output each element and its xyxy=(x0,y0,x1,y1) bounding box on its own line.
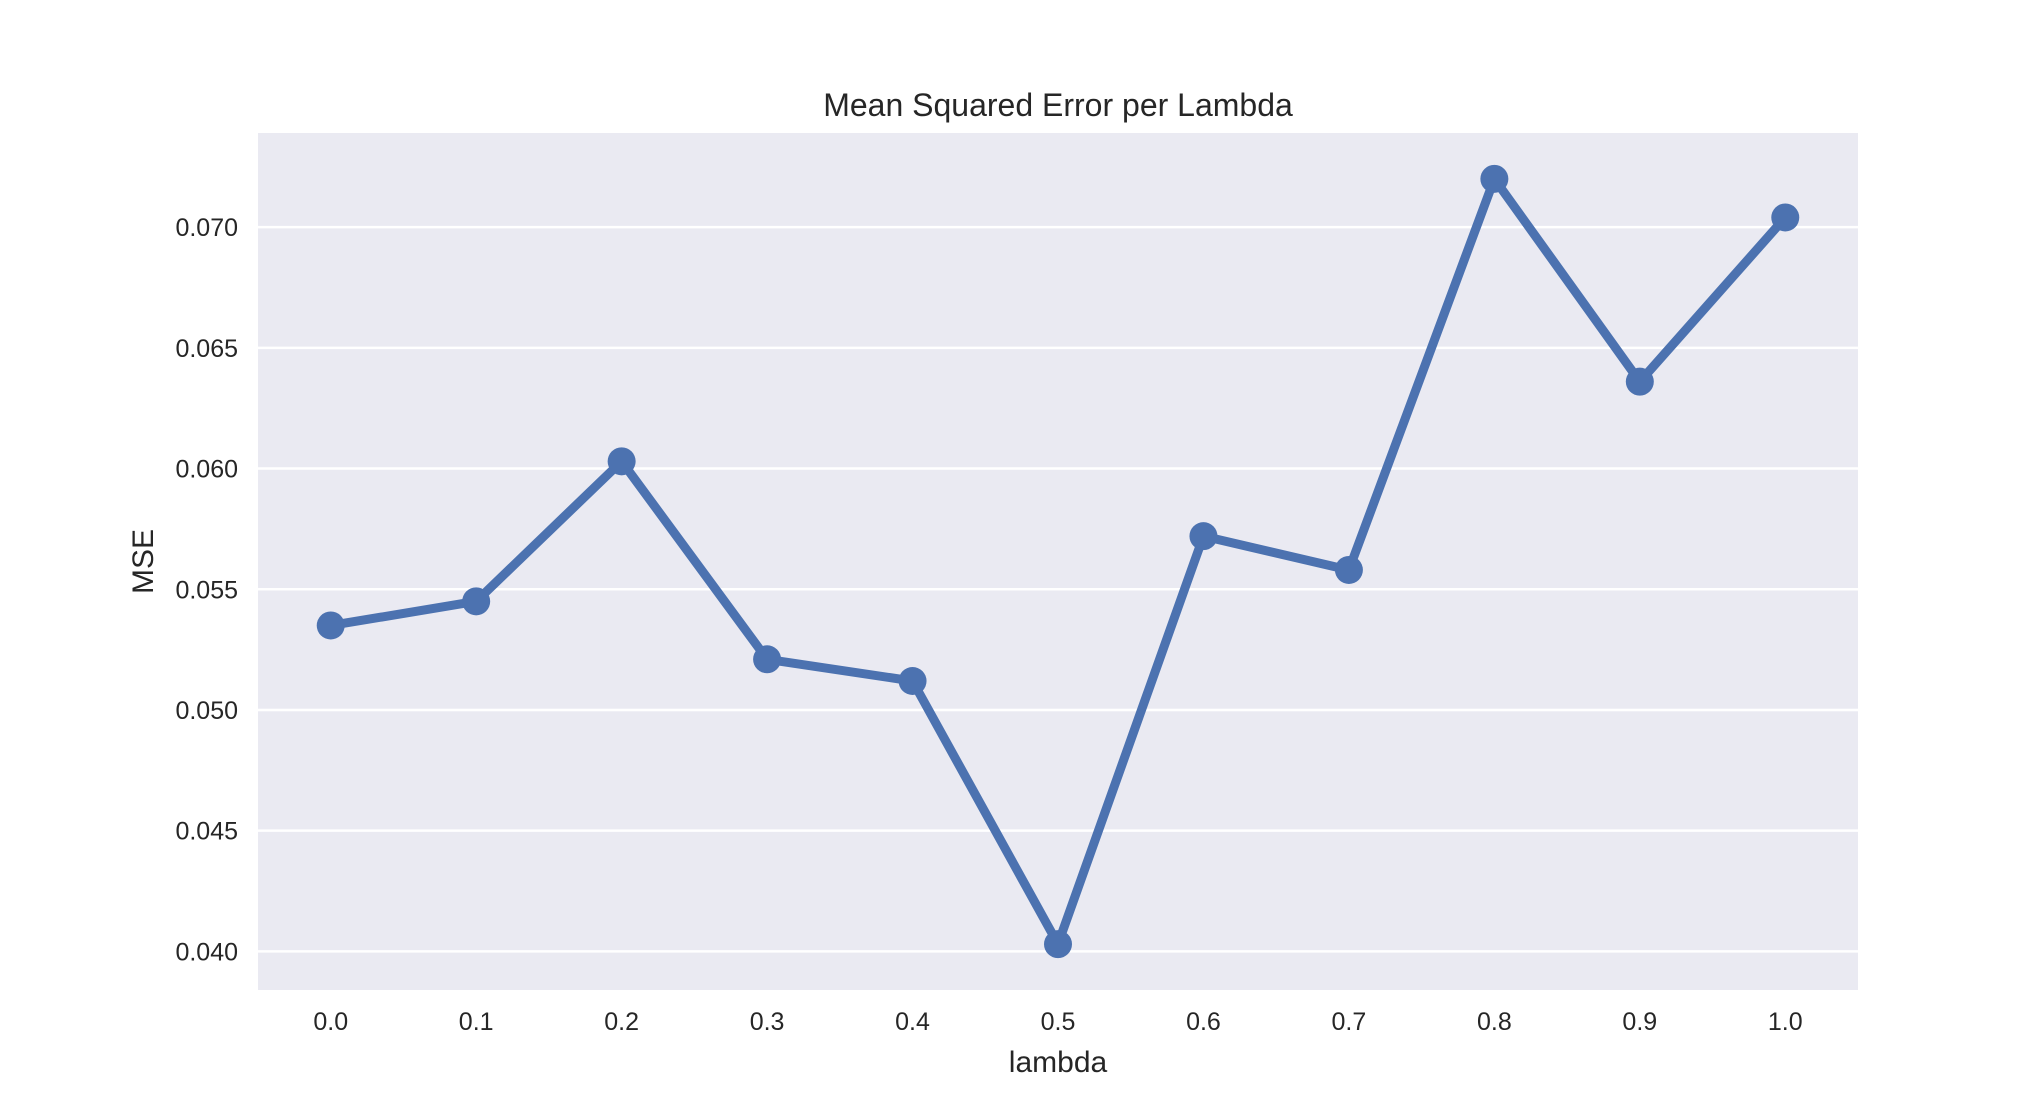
x-tick-label: 0.9 xyxy=(1622,1008,1657,1036)
series-line-segment xyxy=(1053,531,1208,949)
x-tick-label: 0.8 xyxy=(1477,1008,1512,1036)
y-tick-label: 0.060 xyxy=(175,456,238,484)
data-point xyxy=(607,447,636,476)
x-tick-label: 0.3 xyxy=(750,1008,785,1036)
data-point xyxy=(462,587,491,616)
data-point xyxy=(1189,522,1218,551)
y-tick-label: 0.040 xyxy=(175,938,238,966)
plot-area xyxy=(258,133,1858,990)
data-point xyxy=(753,645,782,674)
data-point xyxy=(1771,203,1800,232)
series-line-segment xyxy=(326,596,481,630)
series-line-segment xyxy=(617,456,772,664)
y-tick-label: 0.045 xyxy=(175,818,238,846)
x-tick-label: 1.0 xyxy=(1768,1008,1803,1036)
x-tick-label: 0.4 xyxy=(895,1008,930,1036)
series-line-segment xyxy=(762,654,918,686)
x-tick-label: 0.6 xyxy=(1186,1008,1221,1036)
series-line-segment xyxy=(1198,531,1354,575)
y-tick-labels: 0.040 0.045 0.050 0.055 0.060 0.065 0.070 xyxy=(175,214,238,966)
series-line-segment xyxy=(1635,212,1790,387)
chart-title: Mean Squared Error per Lambda xyxy=(823,87,1293,123)
data-points xyxy=(316,164,1800,959)
x-tick-labels: 0.0 0.1 0.2 0.3 0.4 0.5 0.6 0.7 0.8 0.9 1.0 xyxy=(313,1008,1802,1036)
data-point xyxy=(1480,164,1509,193)
x-tick-label: 0.5 xyxy=(1041,1008,1076,1036)
data-point xyxy=(316,611,345,640)
x-tick-label: 0.0 xyxy=(313,1008,348,1036)
data-point xyxy=(1044,930,1072,959)
series-line-segment xyxy=(908,676,1063,949)
series-lines xyxy=(326,174,1790,949)
y-tick-label: 0.055 xyxy=(175,576,238,604)
data-point xyxy=(1625,367,1654,396)
y-tick-label: 0.070 xyxy=(175,214,238,242)
y-axis-label: MSE xyxy=(127,529,160,594)
y-tick-label: 0.065 xyxy=(175,335,238,363)
series-line-segment xyxy=(1489,174,1645,387)
x-tick-label: 0.7 xyxy=(1332,1008,1367,1036)
grid-lines xyxy=(258,225,1858,953)
series-line-segment xyxy=(471,456,627,606)
data-point xyxy=(898,666,927,695)
y-tick-label: 0.050 xyxy=(175,697,238,725)
series-line-segment xyxy=(1344,174,1499,575)
x-tick-label: 0.2 xyxy=(604,1008,639,1036)
data-point xyxy=(1334,555,1363,584)
x-axis-label: lambda xyxy=(1009,1046,1108,1079)
x-tick-label: 0.1 xyxy=(459,1008,494,1036)
